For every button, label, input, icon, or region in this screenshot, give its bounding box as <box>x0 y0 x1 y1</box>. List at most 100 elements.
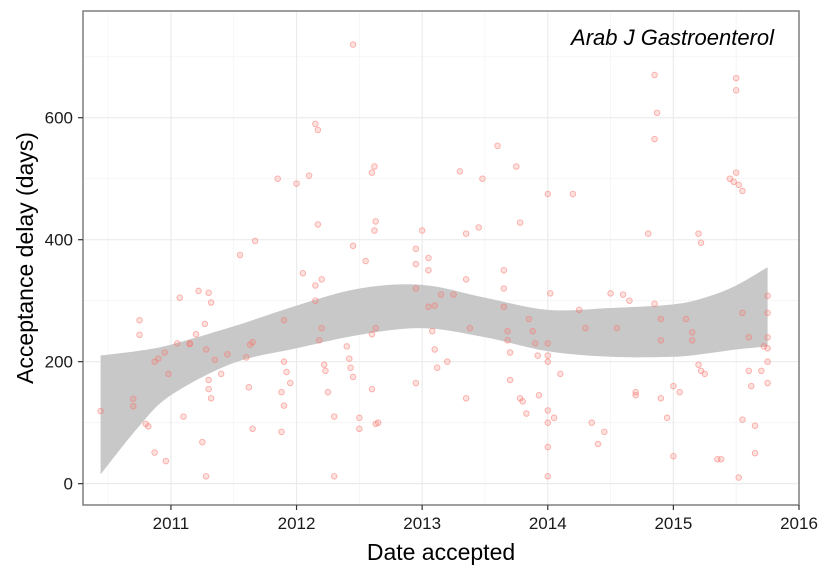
data-point <box>670 382 677 390</box>
data-point <box>500 285 508 292</box>
data-point <box>428 327 436 335</box>
data-point <box>211 356 219 364</box>
data-point <box>670 452 677 460</box>
data-point <box>245 384 253 391</box>
data-point <box>314 221 322 228</box>
data-point <box>651 300 658 307</box>
x-tick-label: 2012 <box>278 514 316 533</box>
data-point <box>412 245 420 253</box>
data-point <box>697 239 705 247</box>
data-point <box>534 352 541 359</box>
data-point <box>151 449 158 456</box>
data-point <box>136 316 143 324</box>
data-point <box>186 340 194 347</box>
data-point <box>751 449 759 457</box>
data-point <box>732 74 740 82</box>
data-point <box>176 294 183 301</box>
data-point <box>299 269 307 277</box>
data-point <box>315 337 323 344</box>
data-point <box>249 338 256 346</box>
data-point <box>717 456 725 463</box>
data-point <box>224 351 231 358</box>
data-point <box>349 373 357 381</box>
data-point <box>202 473 210 480</box>
data-point <box>601 428 608 436</box>
data-point <box>293 180 300 187</box>
data-point <box>136 331 143 339</box>
data-point <box>751 422 759 429</box>
data-point <box>523 410 530 417</box>
data-point <box>356 414 363 422</box>
data-point <box>129 402 137 410</box>
data-point <box>516 219 524 226</box>
axis-ticks: 2011 2012 2013 2014 2015 2016 0 200 400 600 <box>45 109 818 533</box>
smooth-band-group <box>100 267 768 475</box>
data-point <box>371 163 378 170</box>
data-point <box>324 388 332 396</box>
data-point <box>544 340 552 347</box>
data-point <box>607 290 614 297</box>
x-tick-label: 2016 <box>780 514 818 533</box>
data-point <box>368 385 376 393</box>
data-point <box>425 254 432 262</box>
data-point <box>676 388 683 396</box>
data-point <box>155 355 162 362</box>
data-point <box>205 385 212 393</box>
data-point <box>444 358 451 365</box>
y-tick-label: 200 <box>45 353 73 372</box>
data-point <box>531 340 539 347</box>
data-point <box>544 352 552 359</box>
data-point <box>312 297 319 304</box>
data-point <box>651 71 658 79</box>
y-axis-title: Acceptance delay (days) <box>12 132 38 384</box>
data-point <box>735 181 742 189</box>
data-point <box>494 142 501 150</box>
data-point <box>479 175 486 182</box>
data-point <box>165 370 172 378</box>
data-point <box>431 346 438 353</box>
data-point <box>758 367 765 375</box>
data-point <box>278 388 285 396</box>
data-point <box>594 440 602 448</box>
data-point <box>730 178 737 186</box>
data-point <box>764 345 771 352</box>
data-point <box>657 395 665 402</box>
data-point <box>462 276 470 283</box>
data-point <box>205 376 212 384</box>
data-point <box>425 266 432 274</box>
data-point <box>287 379 294 387</box>
data-point <box>129 395 137 403</box>
x-axis-title: Date accepted <box>367 539 515 565</box>
chart-annotation: Arab J Gastroenterol <box>569 25 775 50</box>
data-point <box>312 282 319 289</box>
data-point <box>371 227 378 234</box>
data-point <box>544 419 552 426</box>
data-point <box>412 379 420 387</box>
data-point <box>162 457 170 465</box>
data-point <box>613 324 621 332</box>
data-point <box>504 337 511 344</box>
data-point <box>764 358 771 365</box>
data-point <box>199 438 206 446</box>
data-point <box>145 423 152 430</box>
data-point <box>202 346 210 353</box>
data-point <box>682 315 690 323</box>
data-point <box>207 299 215 306</box>
data-point <box>278 428 285 436</box>
data-point <box>314 126 322 134</box>
x-tick-label: 2015 <box>654 514 692 533</box>
data-point <box>645 230 652 237</box>
data-point <box>544 473 552 480</box>
data-point <box>701 370 709 378</box>
data-point <box>466 324 474 332</box>
data-point <box>651 135 658 143</box>
panel-border <box>82 10 800 506</box>
data-point <box>217 370 225 378</box>
data-point <box>588 419 595 426</box>
data-point <box>431 302 438 309</box>
data-point <box>243 354 250 361</box>
data-point <box>506 376 514 384</box>
y-tick-label: 600 <box>45 109 73 128</box>
data-point <box>330 413 338 420</box>
data-point <box>346 355 353 362</box>
